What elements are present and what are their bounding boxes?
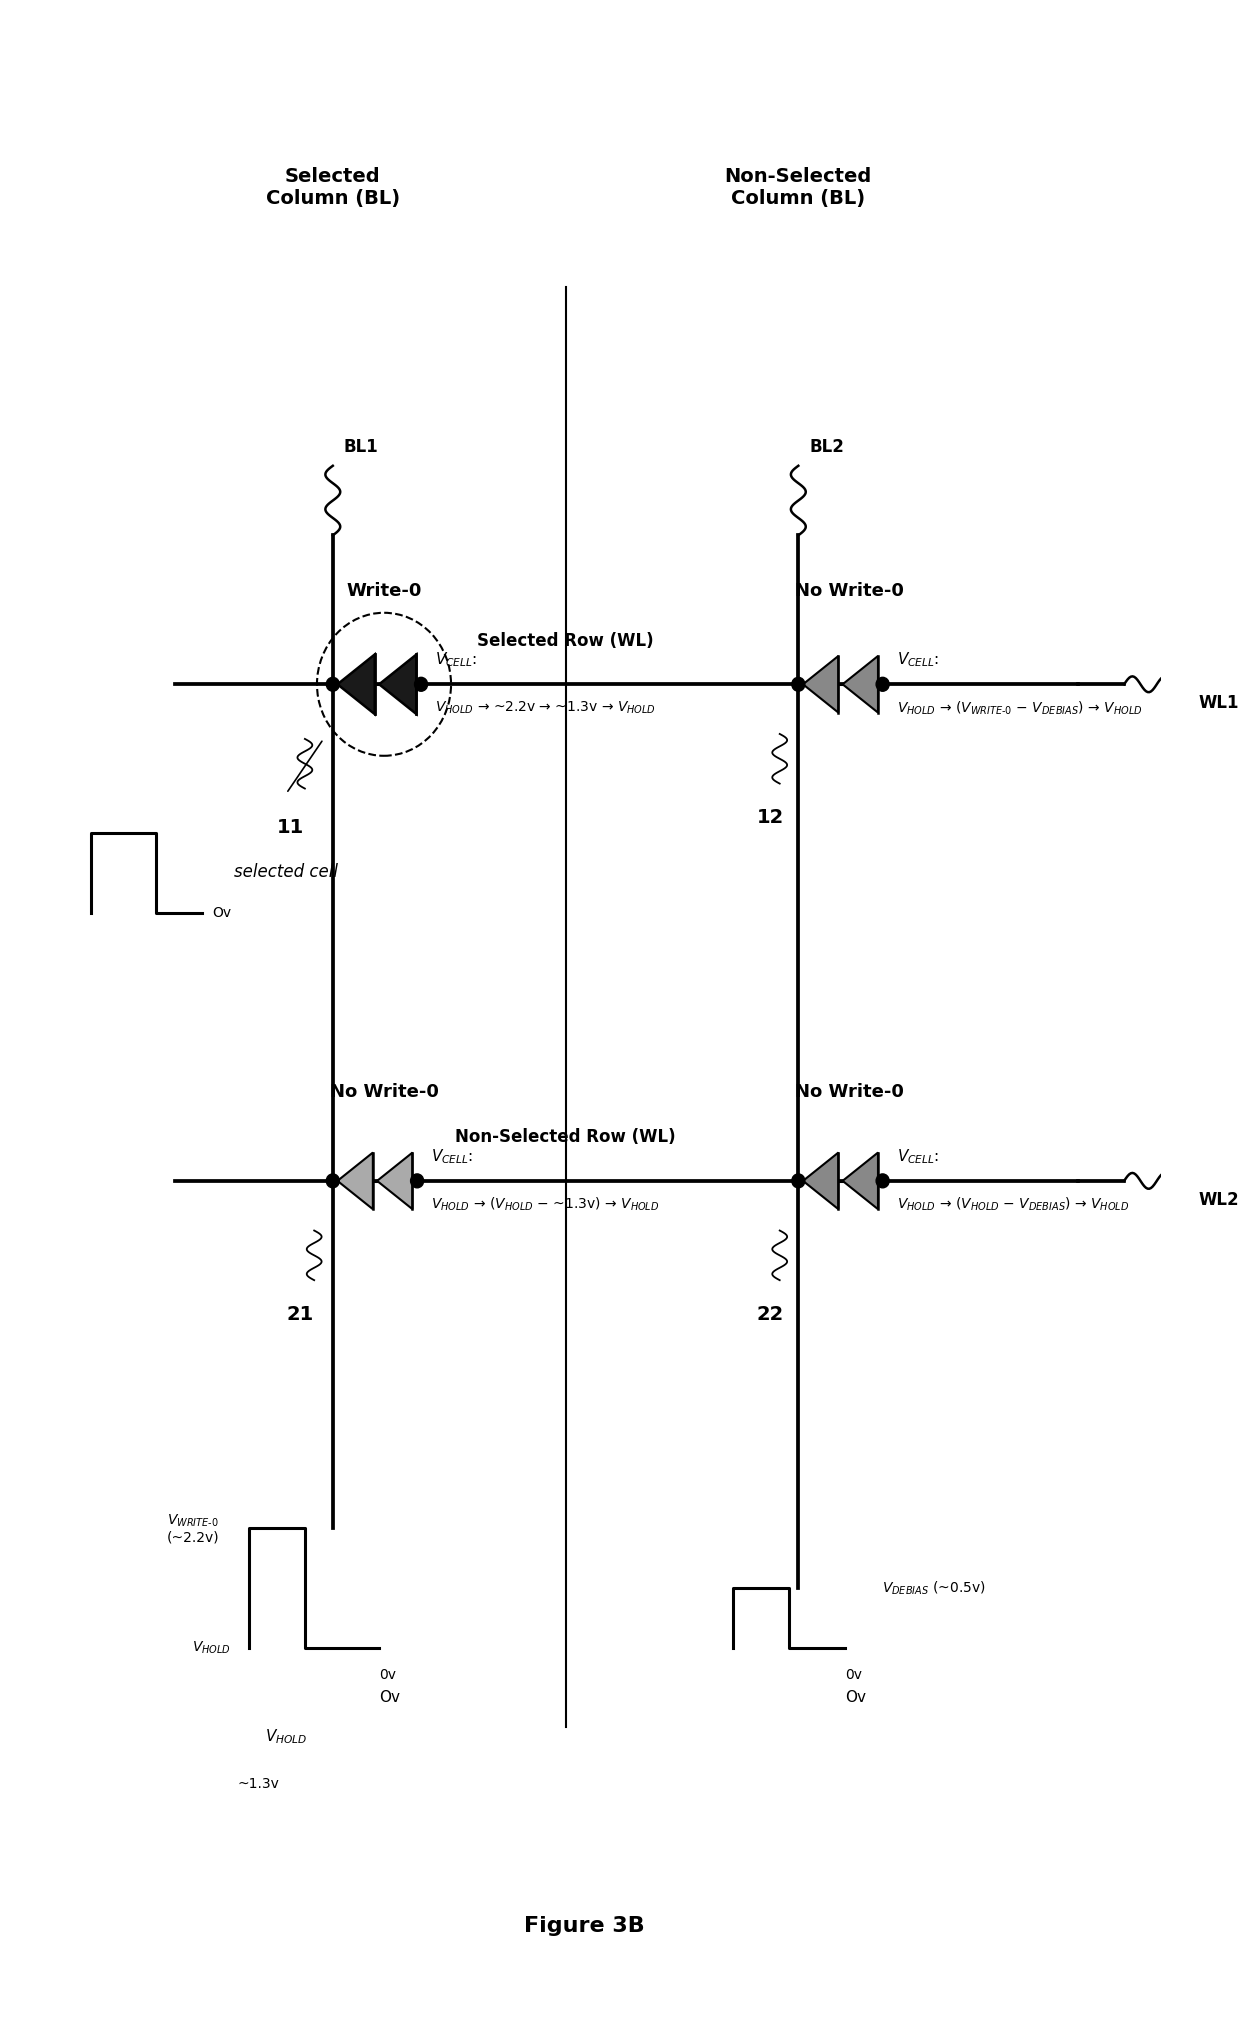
Polygon shape [379,654,417,713]
Text: $V_{CELL}$:: $V_{CELL}$: [432,1148,474,1166]
Polygon shape [843,1152,878,1209]
Text: Selected
Column (BL): Selected Column (BL) [265,167,399,207]
Polygon shape [843,656,878,713]
Text: Figure 3B: Figure 3B [523,1916,645,1936]
Text: $V_{WRITE\text{-}0}$
(~2.2v): $V_{WRITE\text{-}0}$ (~2.2v) [167,1512,219,1544]
Circle shape [792,677,805,691]
Circle shape [877,677,889,691]
Text: $V_{HOLD}$ → ($V_{WRITE\text{-}0}$ − $V_{DEBIAS}$) → $V_{HOLD}$: $V_{HOLD}$ → ($V_{WRITE\text{-}0}$ − $V_… [897,699,1142,717]
Text: No Write-0: No Write-0 [330,1083,439,1101]
Polygon shape [337,1152,373,1209]
Circle shape [326,677,340,691]
Text: WL2: WL2 [1199,1191,1239,1209]
Text: $V_{DEBIAS}$ (~0.5v): $V_{DEBIAS}$ (~0.5v) [882,1579,986,1597]
Text: $V_{CELL}$:: $V_{CELL}$: [435,650,477,669]
Text: 0v: 0v [379,1668,397,1682]
Circle shape [792,1174,805,1189]
Polygon shape [337,654,374,713]
Text: $V_{HOLD}$ → ($V_{HOLD}$ − $V_{DEBIAS}$) → $V_{HOLD}$: $V_{HOLD}$ → ($V_{HOLD}$ − $V_{DEBIAS}$)… [897,1195,1128,1213]
Text: No Write-0: No Write-0 [795,1083,904,1101]
Polygon shape [804,656,838,713]
Text: $V_{CELL}$:: $V_{CELL}$: [897,650,939,669]
Text: BL2: BL2 [810,437,844,455]
Text: Ov: Ov [379,1691,401,1705]
Polygon shape [377,1152,413,1209]
Text: Ov: Ov [212,906,231,920]
Text: $V_{HOLD}$ → ($V_{HOLD}$ − ~1.3v) → $V_{HOLD}$: $V_{HOLD}$ → ($V_{HOLD}$ − ~1.3v) → $V_{… [432,1195,660,1213]
Polygon shape [804,1152,838,1209]
Text: BL1: BL1 [343,437,378,455]
Text: 0v: 0v [844,1668,862,1682]
Text: WL1: WL1 [1199,695,1239,711]
Text: Non-Selected Row (WL): Non-Selected Row (WL) [455,1128,676,1146]
Text: Selected Row (WL): Selected Row (WL) [477,632,653,650]
Circle shape [326,1174,340,1189]
Text: No Write-0: No Write-0 [795,581,904,599]
Text: $V_{HOLD}$: $V_{HOLD}$ [265,1727,308,1745]
Circle shape [877,1174,889,1189]
Text: Ov: Ov [844,1691,866,1705]
Text: 21: 21 [286,1305,314,1325]
Text: $V_{HOLD}$ → ~2.2v → ~1.3v → $V_{HOLD}$: $V_{HOLD}$ → ~2.2v → ~1.3v → $V_{HOLD}$ [435,699,656,715]
Text: Non-Selected
Column (BL): Non-Selected Column (BL) [724,167,872,207]
Circle shape [410,1174,424,1189]
Text: 11: 11 [278,819,305,837]
Text: $V_{CELL}$:: $V_{CELL}$: [897,1148,939,1166]
Text: $V_{HOLD}$: $V_{HOLD}$ [192,1640,231,1656]
Text: ~1.3v: ~1.3v [237,1776,279,1790]
Text: 12: 12 [756,809,784,827]
Text: Write-0: Write-0 [346,581,422,599]
Circle shape [414,677,428,691]
Text: 22: 22 [756,1305,784,1325]
Text: selected cell: selected cell [234,864,339,882]
